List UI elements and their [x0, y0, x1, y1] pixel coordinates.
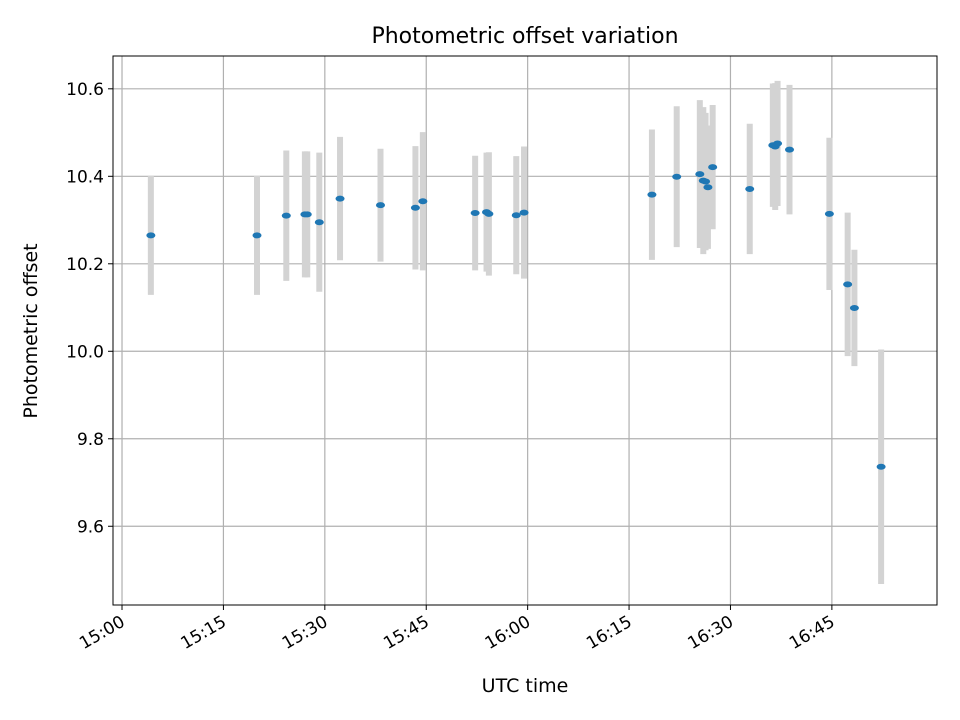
data-point [708, 164, 718, 171]
data-point [703, 184, 713, 191]
data-point [484, 210, 494, 217]
data-point [470, 210, 480, 217]
data-point [695, 171, 705, 178]
data-point [701, 178, 711, 185]
data-point [418, 198, 428, 205]
data-point [672, 173, 682, 180]
data-point [876, 463, 886, 470]
y-tick-label: 9.6 [77, 517, 104, 537]
y-tick-label: 10.2 [66, 255, 104, 275]
y-tick-label: 9.8 [77, 430, 104, 450]
data-point [410, 204, 420, 211]
data-point [785, 146, 795, 153]
data-point [773, 140, 783, 147]
data-point [843, 281, 853, 288]
data-point [146, 232, 156, 239]
x-axis-label: UTC time [482, 675, 569, 697]
data-point [745, 185, 755, 192]
data-point [511, 212, 521, 219]
data-point [824, 210, 834, 217]
data-point [647, 191, 657, 198]
y-axis-label: Photometric offset [20, 243, 42, 418]
y-tick-label: 10.4 [66, 167, 104, 187]
data-point [252, 232, 262, 239]
data-point [281, 212, 291, 219]
y-tick-label: 10.0 [66, 342, 104, 362]
data-point [335, 195, 345, 202]
y-axis-ticks: 9.6 9.8 10.0 10.2 10.4 10.6 [66, 80, 113, 537]
chart-title: Photometric offset variation [371, 24, 678, 49]
data-point [314, 219, 324, 226]
data-point [849, 304, 859, 311]
plot-frame [112, 55, 938, 606]
data-point [519, 209, 529, 216]
data-point [302, 211, 312, 218]
data-points [146, 140, 886, 470]
data-point [375, 202, 385, 209]
y-tick-label: 10.6 [66, 80, 104, 100]
